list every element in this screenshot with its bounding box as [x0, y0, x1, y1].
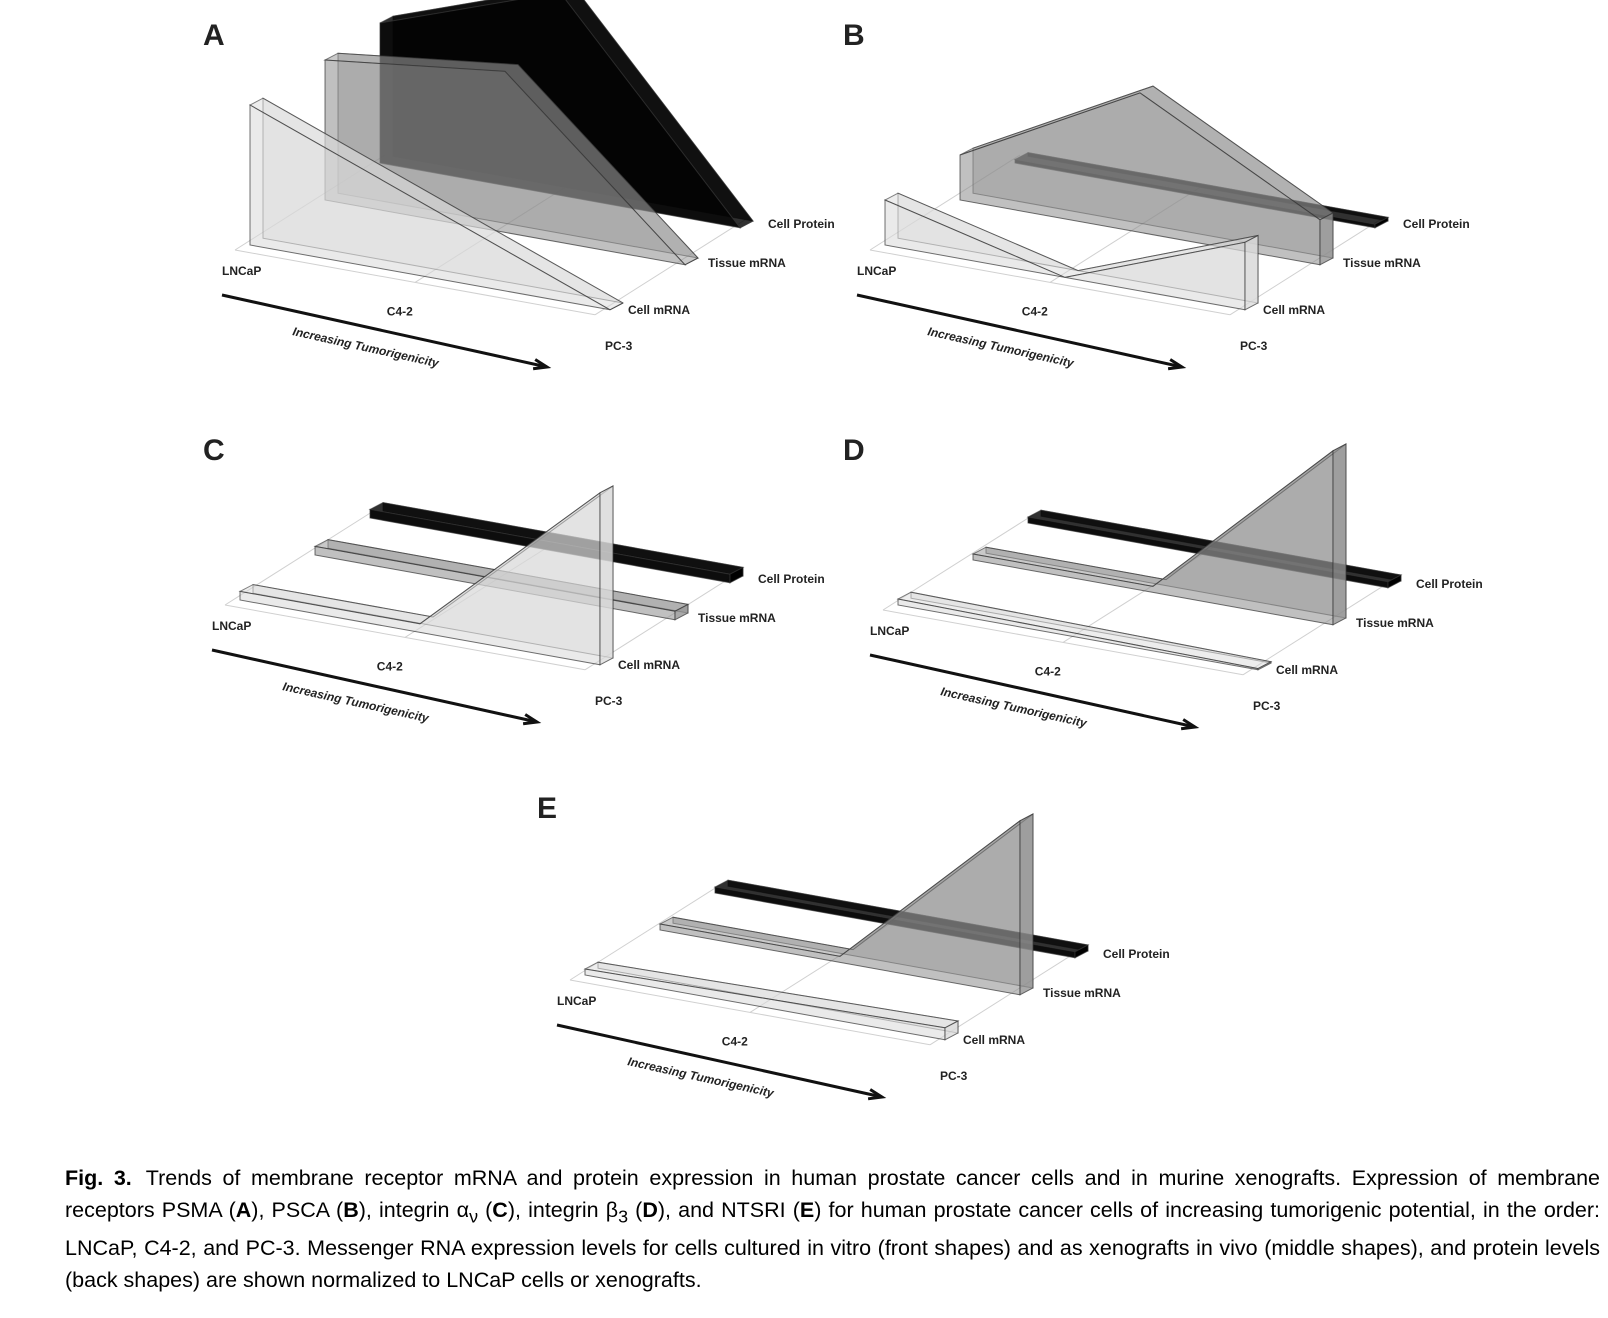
caption-text-4: (	[478, 1198, 493, 1222]
arrow-head	[1180, 718, 1200, 731]
caption-sub-3: 3	[618, 1206, 629, 1227]
caption-ref-b: B	[343, 1198, 359, 1222]
tumorigenicity-arrow	[221, 293, 548, 369]
tumorigenicity-arrow	[869, 653, 1196, 729]
arrow-label: Increasing Tumorigenicity	[926, 324, 1076, 370]
panel-a: A Cell Protein Tissue mRNA Cell mRNA LNCaP C4…	[203, 0, 835, 370]
series-label: Cell Protein	[1416, 577, 1483, 591]
series-label: Tissue mRNA	[1356, 616, 1434, 630]
ribbon-end-cap	[944, 1020, 959, 1041]
category-label: LNCaP	[857, 264, 896, 278]
floor-edge	[234, 249, 596, 316]
series-label: Cell Protein	[1403, 217, 1470, 231]
category-label: PC-3	[1253, 699, 1281, 713]
panel-letter: D	[843, 434, 865, 467]
figure-caption: Fig. 3. Trends of membrane receptor mRNA …	[65, 1162, 1600, 1296]
panel-d: D Cell Protein Tissue mRNA Cell mRNA LNCaP C4…	[843, 434, 1483, 730]
floor-gridline	[1242, 579, 1394, 676]
category-label: LNCaP	[212, 619, 251, 633]
tumorigenicity-arrow	[856, 293, 1183, 369]
arrow-label: Increasing Tumorigenicity	[281, 679, 431, 725]
category-label: PC-3	[595, 694, 623, 708]
series-label: Cell mRNA	[963, 1033, 1025, 1047]
ribbon-end-cap	[1387, 574, 1402, 589]
floor-gridline	[224, 509, 376, 606]
caption-sub-nu: ν	[469, 1206, 479, 1227]
caption-fig-label: Fig. 3.	[65, 1166, 132, 1190]
ribbon-end-cap	[1019, 813, 1034, 996]
arrow-label: Increasing Tumorigenicity	[626, 1054, 776, 1100]
series-label: Cell Protein	[1103, 947, 1170, 961]
ribbon-end-cap	[739, 220, 754, 229]
caption-text-2: ), PSCA (	[251, 1198, 344, 1222]
floor-edge	[882, 609, 1244, 676]
panel-e: E Cell Protein Tissue mRNA Cell mRNA LNCaP C4…	[537, 792, 1170, 1100]
caption-ref-c: C	[492, 1198, 508, 1222]
ribbon-end-cap	[1257, 660, 1272, 671]
category-label: C4-2	[377, 659, 403, 673]
ribbon-end-cap	[684, 257, 699, 266]
series-label: Cell mRNA	[628, 303, 690, 317]
panel-letter: E	[537, 792, 557, 825]
ribbon-end-cap	[1332, 443, 1347, 626]
ribbon-front-face	[584, 968, 946, 1041]
category-label: C4-2	[1035, 664, 1061, 678]
ribbon-front-face	[897, 598, 1259, 671]
arrow-label: Increasing Tumorigenicity	[291, 324, 441, 370]
ribbon-end-cap	[1374, 216, 1389, 229]
arrow-head	[1167, 358, 1187, 371]
caption-text-5: ), integrin β	[507, 1198, 619, 1222]
arrow-label: Increasing Tumorigenicity	[939, 684, 1089, 730]
caption-text-8: ) for human prostate cancer cells of inc…	[65, 1198, 1600, 1293]
caption-text-3: ), integrin α	[358, 1198, 470, 1222]
series-label: Tissue mRNA	[1043, 986, 1121, 1000]
category-label: PC-3	[1240, 339, 1268, 353]
series-label: Cell Protein	[758, 572, 825, 586]
panel-letter: A	[203, 19, 225, 52]
category-label: LNCaP	[870, 624, 909, 638]
ribbon-end-cap	[609, 302, 624, 311]
panel-c: C Cell Protein Tissue mRNA Cell mRNA LNCaP C4…	[203, 434, 825, 725]
tumorigenicity-arrow	[211, 648, 538, 724]
caption-text-1: Trends of membrane receptor mRNA and pro…	[65, 1166, 1600, 1222]
figure-panels: A Cell Protein Tissue mRNA Cell mRNA LNCaP C4…	[203, 0, 1483, 1100]
ribbon-end-cap	[1074, 944, 1089, 959]
series-label: Tissue mRNA	[708, 256, 786, 270]
floor-edge	[224, 604, 586, 671]
category-label: C4-2	[1022, 304, 1048, 318]
arrow-head	[867, 1088, 887, 1101]
series-label: Cell mRNA	[1263, 303, 1325, 317]
caption-ref-d: D	[642, 1198, 658, 1222]
arrow-head	[532, 358, 552, 371]
caption-ref-a: A	[235, 1198, 252, 1222]
series-label: Tissue mRNA	[1343, 256, 1421, 270]
panel-b: B Cell Protein Tissue mRNA Cell mRNA LNCaP C4…	[843, 19, 1470, 370]
ribbon-front-face	[249, 104, 611, 311]
caption-ref-e: E	[799, 1198, 815, 1222]
caption-text-7: ), and NTSRI (	[657, 1198, 800, 1222]
caption-text-6: (	[628, 1198, 643, 1222]
series-label: Cell mRNA	[1276, 663, 1338, 677]
category-label: C4-2	[387, 304, 413, 318]
series-label: Cell mRNA	[618, 658, 680, 672]
category-label: LNCaP	[222, 264, 261, 278]
ribbon-end-cap	[599, 485, 614, 666]
ribbon-end-cap	[729, 566, 744, 584]
category-label: PC-3	[940, 1069, 968, 1083]
floor-edge	[869, 249, 1231, 316]
series-label: Cell Protein	[768, 217, 835, 231]
category-label: LNCaP	[557, 994, 596, 1008]
category-label: PC-3	[605, 339, 633, 353]
series-label: Tissue mRNA	[698, 611, 776, 625]
category-label: C4-2	[722, 1034, 748, 1048]
ribbon-end-cap	[674, 603, 689, 621]
floor-gridline	[594, 219, 746, 316]
arrow-head	[522, 713, 542, 726]
floor-edge	[569, 979, 931, 1046]
ribbon-end-cap	[1244, 234, 1259, 311]
panel-letter: C	[203, 434, 225, 467]
panel-letter: B	[843, 19, 865, 52]
tumorigenicity-arrow	[556, 1023, 883, 1099]
ribbon-end-cap	[1319, 212, 1334, 266]
